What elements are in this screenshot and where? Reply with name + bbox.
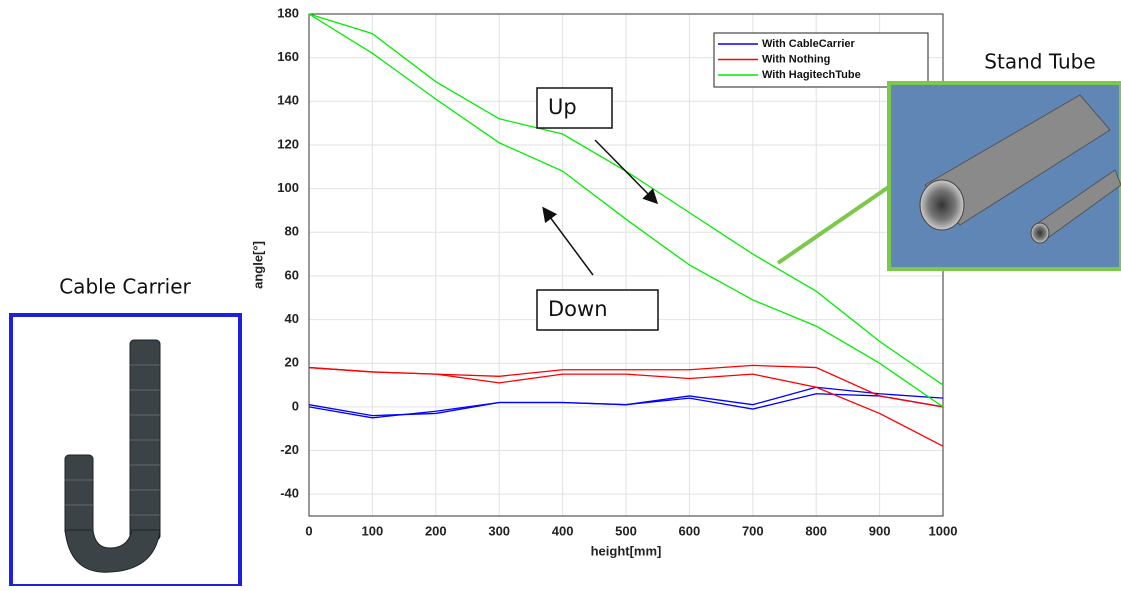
x-axis-label: height[mm] <box>591 543 662 558</box>
cable-carrier-label: Cable Carrier <box>59 275 191 299</box>
y-tick-label: 140 <box>277 93 299 108</box>
tube-illustration <box>919 94 1121 244</box>
y-tick-label: 180 <box>277 5 299 20</box>
cable-carrier-photo <box>9 313 242 588</box>
x-tick-label: 200 <box>425 523 447 538</box>
y-tick-label: 100 <box>277 180 299 195</box>
x-tick-label: 0 <box>305 523 312 538</box>
y-tick-label: 40 <box>285 311 299 326</box>
up-arrow <box>594 139 659 205</box>
down-box <box>536 289 659 331</box>
down-label: Down <box>548 297 608 321</box>
y-tick-label: 60 <box>285 267 299 282</box>
legend: With CableCarrier With Nothing With Hagite… <box>713 32 929 88</box>
legend-label: With Nothing <box>762 53 830 65</box>
down-arrow <box>542 206 594 276</box>
series-line <box>308 13 944 408</box>
x-tick-label: 900 <box>869 523 891 538</box>
up-label: Up <box>548 95 577 119</box>
plot: -40 -20 0 20 40 60 80 100 120 140 160 180 0 100 200 300… <box>250 5 957 558</box>
y-axis-label: angle[°] <box>250 241 265 289</box>
legend-label: With HagitechTube <box>762 69 861 81</box>
y-tick-label: 80 <box>285 224 299 239</box>
series-line <box>308 393 944 417</box>
series-line <box>308 366 944 447</box>
y-tick-label: -20 <box>280 442 299 457</box>
y-tick-label: 0 <box>292 398 299 413</box>
x-tick-label: 400 <box>552 523 574 538</box>
stand-tube-label: Stand Tube <box>984 50 1095 74</box>
x-tick-label: 700 <box>742 523 764 538</box>
x-tick-label: 1000 <box>929 523 958 538</box>
legend-label: With CableCarrier <box>762 38 856 50</box>
y-tick-label: 120 <box>277 136 299 151</box>
up-box <box>536 87 613 129</box>
y-tick-label: 20 <box>285 355 299 370</box>
connector <box>776 182 895 265</box>
chain-illustration <box>64 339 161 573</box>
y-tick-label: -40 <box>280 486 299 501</box>
y-tick-label: 160 <box>277 49 299 64</box>
x-tick-label: 800 <box>805 523 827 538</box>
x-tick-label: 500 <box>615 523 637 538</box>
x-tick-label: 600 <box>679 523 701 538</box>
x-tick-label: 100 <box>362 523 384 538</box>
x-tick-label: 300 <box>488 523 510 538</box>
